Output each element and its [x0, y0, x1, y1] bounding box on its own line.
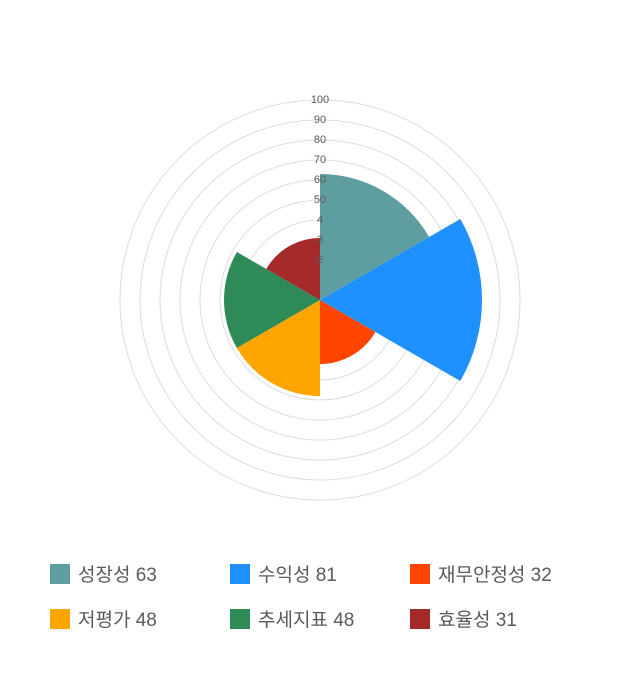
legend-label: 재무안정성 32 [438, 560, 552, 587]
chart-legend: 성장성 63 수익성 81 재무안정성 32 저평가 48 추세지표 48 효율… [0, 560, 640, 650]
radial-tick-label: 2 [317, 254, 323, 266]
legend-item: 추세지표 48 [230, 605, 410, 632]
legend-label: 수익성 81 [258, 560, 337, 587]
legend-item: 저평가 48 [50, 605, 230, 632]
legend-label: 효율성 31 [438, 605, 517, 632]
legend-label: 저평가 48 [78, 605, 157, 632]
legend-item: 성장성 63 [50, 560, 230, 587]
legend-swatch [230, 609, 250, 629]
legend-item: 효율성 31 [410, 605, 590, 632]
polar-chart-container: 100 90 80 70 60 50 4 3 2 [0, 0, 640, 560]
legend-swatch [410, 564, 430, 584]
legend-label: 성장성 63 [78, 560, 157, 587]
legend-swatch [50, 564, 70, 584]
radial-tick-label: 60 [314, 174, 326, 186]
radial-tick-label: 70 [314, 154, 326, 166]
radial-tick-label: 3 [317, 234, 323, 246]
legend-swatch [410, 609, 430, 629]
legend-swatch [230, 564, 250, 584]
radial-tick-label: 100 [311, 94, 329, 106]
polar-chart-svg: 100 90 80 70 60 50 4 3 2 [0, 0, 640, 560]
legend-swatch [50, 609, 70, 629]
legend-label: 추세지표 48 [258, 605, 354, 632]
legend-item: 수익성 81 [230, 560, 410, 587]
legend-item: 재무안정성 32 [410, 560, 590, 587]
radial-tick-label: 80 [314, 134, 326, 146]
radial-tick-label: 90 [314, 114, 326, 126]
radial-tick-label: 50 [314, 194, 326, 206]
radial-tick-label: 4 [317, 214, 323, 226]
